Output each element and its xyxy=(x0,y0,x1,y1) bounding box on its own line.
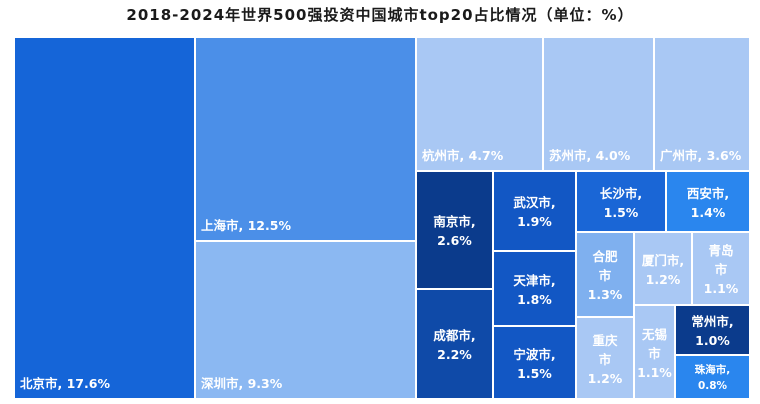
chart-title: 2018-2024年世界500强投资中国城市top20占比情况（单位：%） xyxy=(126,6,634,24)
treemap-tile: 深圳市, 9.3% xyxy=(195,241,416,399)
treemap-tile: 青岛市 1.1% xyxy=(692,232,750,305)
treemap-tile: 宁波市, 1.5% xyxy=(493,326,576,399)
treemap-tile: 北京市, 17.6% xyxy=(14,37,195,399)
treemap-tile: 广州市, 3.6% xyxy=(654,37,750,171)
tile-label: 宁波市, 1.5% xyxy=(513,347,556,381)
tile-label: 成都市, 2.2% xyxy=(433,328,476,362)
tile-label: 苏州市, 4.0% xyxy=(549,148,631,163)
tile-label: 厦门市, 1.2% xyxy=(641,253,685,287)
tile-label: 西安市, 1.4% xyxy=(686,186,730,220)
tile-label: 上海市, 12.5% xyxy=(201,218,291,233)
tile-label: 青岛市 1.1% xyxy=(703,243,739,296)
treemap-tile: 南京市, 2.6% xyxy=(416,171,493,289)
tile-label: 北京市, 17.6% xyxy=(20,376,110,391)
treemap-tile: 珠海市, 0.8% xyxy=(675,355,750,399)
treemap-tile: 常州市, 1.0% xyxy=(675,305,750,355)
tile-label: 杭州市, 4.7% xyxy=(422,148,504,163)
treemap-tile: 武汉市, 1.9% xyxy=(493,171,576,251)
treemap-tile: 天津市, 1.8% xyxy=(493,251,576,326)
treemap-tile: 无锡市 1.1% xyxy=(634,305,675,399)
tile-label: 珠海市, 0.8% xyxy=(694,364,731,392)
tile-label: 广州市, 3.6% xyxy=(660,148,742,163)
tile-label: 深圳市, 9.3% xyxy=(201,376,283,391)
tile-label: 武汉市, 1.9% xyxy=(513,195,556,229)
treemap-tile: 上海市, 12.5% xyxy=(195,37,416,241)
treemap-tile: 厦门市, 1.2% xyxy=(634,232,692,305)
tile-label: 重庆市 1.2% xyxy=(587,333,623,386)
treemap-tile: 西安市, 1.4% xyxy=(666,171,750,232)
treemap-tile: 重庆市 1.2% xyxy=(576,317,634,399)
treemap-tile: 合肥市 1.3% xyxy=(576,232,634,317)
tile-label: 合肥市 1.3% xyxy=(587,249,623,302)
treemap-tile: 苏州市, 4.0% xyxy=(543,37,654,171)
tile-label: 长沙市, 1.5% xyxy=(599,186,643,220)
tile-label: 天津市, 1.8% xyxy=(513,273,556,307)
tile-label: 常州市, 1.0% xyxy=(691,314,734,348)
tile-label: 无锡市 1.1% xyxy=(637,327,672,380)
tile-label: 南京市, 2.6% xyxy=(433,214,476,248)
treemap-tile: 成都市, 2.2% xyxy=(416,289,493,399)
treemap-tile: 杭州市, 4.7% xyxy=(416,37,543,171)
treemap-tile: 长沙市, 1.5% xyxy=(576,171,666,232)
